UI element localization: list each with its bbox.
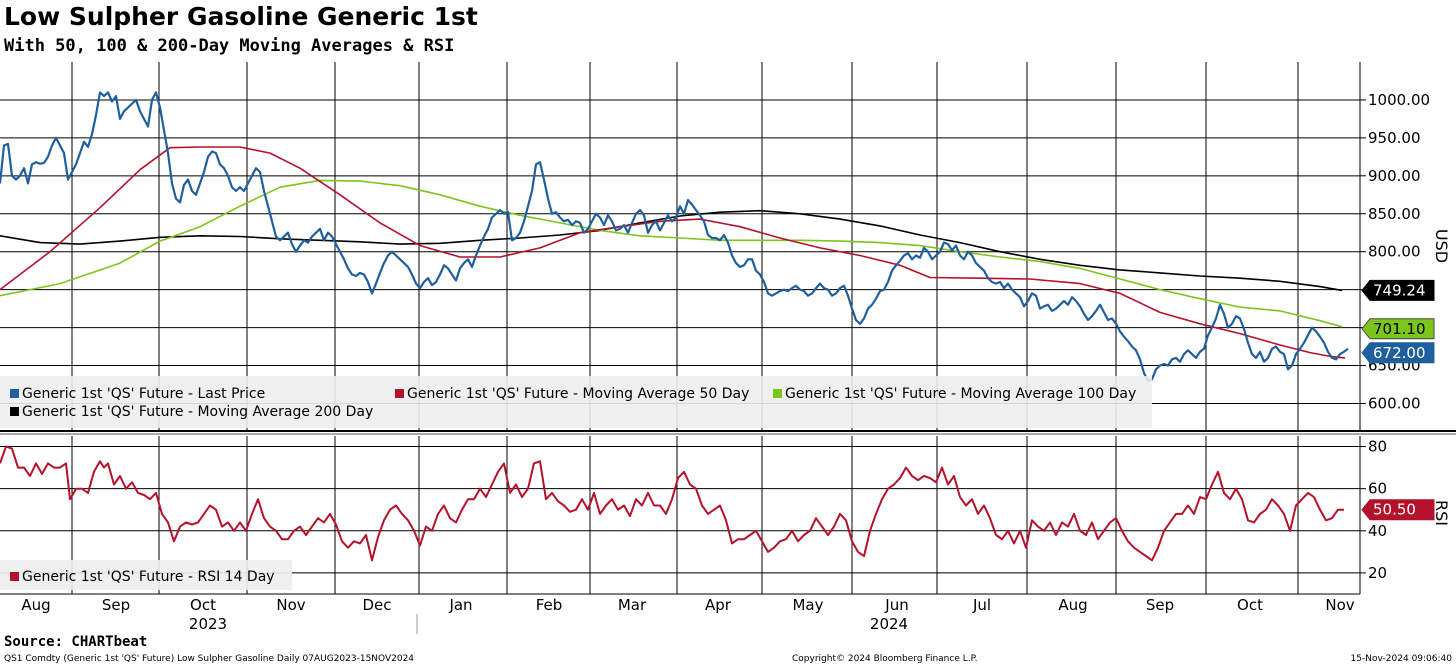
x-tick-label: Apr xyxy=(705,596,732,614)
y-tick-label: 40 xyxy=(1368,522,1387,540)
series-rsi xyxy=(0,445,1344,562)
y-tick-label: 20 xyxy=(1368,564,1387,582)
legend-swatch xyxy=(10,407,19,416)
legend-box xyxy=(0,376,1152,428)
x-tick-label: Jun xyxy=(884,596,908,614)
legend-layer: Generic 1st 'QS' Future - Last Price Gene… xyxy=(0,376,1152,590)
legend-entry: Generic 1st 'QS' Future - Moving Average… xyxy=(22,404,373,420)
x-year-label: 2024 xyxy=(870,615,908,633)
x-tick-label: Aug xyxy=(1058,596,1087,614)
x-tick-label: Oct xyxy=(1237,596,1263,614)
legend-swatch xyxy=(10,572,19,581)
x-tick-label: Nov xyxy=(276,596,305,614)
legend-entry: Generic 1st 'QS' Future - RSI 14 Day xyxy=(22,569,275,585)
tag-ma200-text: 749.24 xyxy=(1373,281,1426,299)
chart-title: Low Sulpher Gasoline Generic 1st xyxy=(4,2,478,31)
y-tick-label: 900.00 xyxy=(1368,167,1421,185)
footer-timestamp: 15-Nov-2024 09:06:40 xyxy=(1350,654,1452,664)
x-tick-label: Feb xyxy=(536,596,563,614)
legend-swatch xyxy=(395,389,404,398)
tag-rsi xyxy=(1361,499,1435,521)
last-value-tags: 749.24 701.10 672.00 50.50 xyxy=(1361,279,1435,521)
legend-swatch xyxy=(10,389,19,398)
y-tick-label: 1000.00 xyxy=(1368,91,1430,109)
series-layer xyxy=(0,91,1349,562)
x-tick-label: Aug xyxy=(21,596,50,614)
x-tick-label: Sep xyxy=(102,596,130,614)
x-tick-label: Nov xyxy=(1325,596,1354,614)
y-axis-title: RSI xyxy=(1432,500,1451,526)
legend-box xyxy=(0,560,292,590)
tag-last-price-text: 672.00 xyxy=(1373,344,1426,362)
tag-ma100 xyxy=(1361,318,1435,340)
series-ma200 xyxy=(0,209,1343,292)
legend-entry: Generic 1st 'QS' Future - Moving Average… xyxy=(785,386,1136,402)
x-tick-label: Oct xyxy=(190,596,216,614)
legend-swatch xyxy=(773,389,782,398)
tag-rsi-text: 50.50 xyxy=(1373,501,1416,519)
tag-ma100-text: 701.10 xyxy=(1373,320,1426,338)
y-tick-label: 850.00 xyxy=(1368,205,1421,223)
footer-copyright: Copyright© 2024 Bloomberg Finance L.P. xyxy=(792,654,978,664)
y-tick-label: 600.00 xyxy=(1368,394,1421,412)
source-label: Source: CHARTbeat xyxy=(4,634,148,650)
chart-subtitle: With 50, 100 & 200-Day Moving Averages &… xyxy=(4,36,455,56)
y-axis-title: USD xyxy=(1432,229,1451,263)
y-tick-label: 950.00 xyxy=(1368,129,1421,147)
x-tick-label: Dec xyxy=(362,596,391,614)
series-ma100 xyxy=(0,179,1343,328)
x-tick-label: May xyxy=(792,596,823,614)
legend-entry: Generic 1st 'QS' Future - Last Price xyxy=(22,386,265,402)
y-tick-label: 60 xyxy=(1368,480,1387,498)
x-tick-label: Mar xyxy=(618,596,647,614)
tag-last-price xyxy=(1361,342,1435,364)
tag-ma200 xyxy=(1361,279,1435,301)
y-tick-label: 80 xyxy=(1368,438,1387,456)
legend-entry: Generic 1st 'QS' Future - Moving Average… xyxy=(407,386,749,402)
footer-left: QS1 Comdty (Generic 1st 'QS' Future) Low… xyxy=(4,654,415,664)
series-ma50 xyxy=(0,146,1346,359)
series-last-price xyxy=(0,91,1349,382)
x-tick-label: Sep xyxy=(1146,596,1174,614)
x-tick-label: Jan xyxy=(448,596,472,614)
x-year-label: 2023 xyxy=(189,615,227,633)
x-tick-label: Jul xyxy=(972,596,991,614)
y-tick-label: 800.00 xyxy=(1368,243,1421,261)
